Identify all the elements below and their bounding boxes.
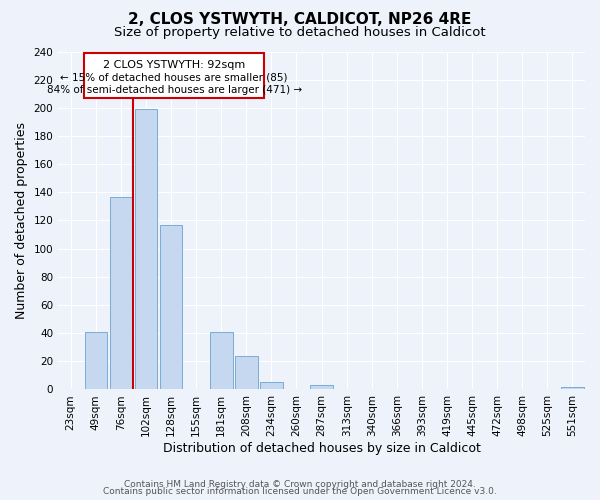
- Y-axis label: Number of detached properties: Number of detached properties: [15, 122, 28, 319]
- Bar: [260, 382, 283, 390]
- X-axis label: Distribution of detached houses by size in Caldicot: Distribution of detached houses by size …: [163, 442, 481, 455]
- Bar: [210, 332, 233, 390]
- Bar: [235, 356, 257, 390]
- Bar: [85, 332, 107, 390]
- Bar: [110, 196, 132, 390]
- Bar: [160, 224, 182, 390]
- Text: Contains public sector information licensed under the Open Government Licence v3: Contains public sector information licen…: [103, 488, 497, 496]
- Text: 84% of semi-detached houses are larger (471) →: 84% of semi-detached houses are larger (…: [47, 86, 302, 96]
- Bar: [134, 109, 157, 390]
- Text: 2, CLOS YSTWYTH, CALDICOT, NP26 4RE: 2, CLOS YSTWYTH, CALDICOT, NP26 4RE: [128, 12, 472, 28]
- Bar: [84, 53, 265, 98]
- Text: Contains HM Land Registry data © Crown copyright and database right 2024.: Contains HM Land Registry data © Crown c…: [124, 480, 476, 489]
- Text: 2 CLOS YSTWYTH: 92sqm: 2 CLOS YSTWYTH: 92sqm: [103, 60, 245, 70]
- Text: ← 15% of detached houses are smaller (85): ← 15% of detached houses are smaller (85…: [61, 72, 288, 83]
- Bar: [310, 385, 333, 390]
- Bar: [561, 386, 584, 390]
- Text: Size of property relative to detached houses in Caldicot: Size of property relative to detached ho…: [114, 26, 486, 39]
